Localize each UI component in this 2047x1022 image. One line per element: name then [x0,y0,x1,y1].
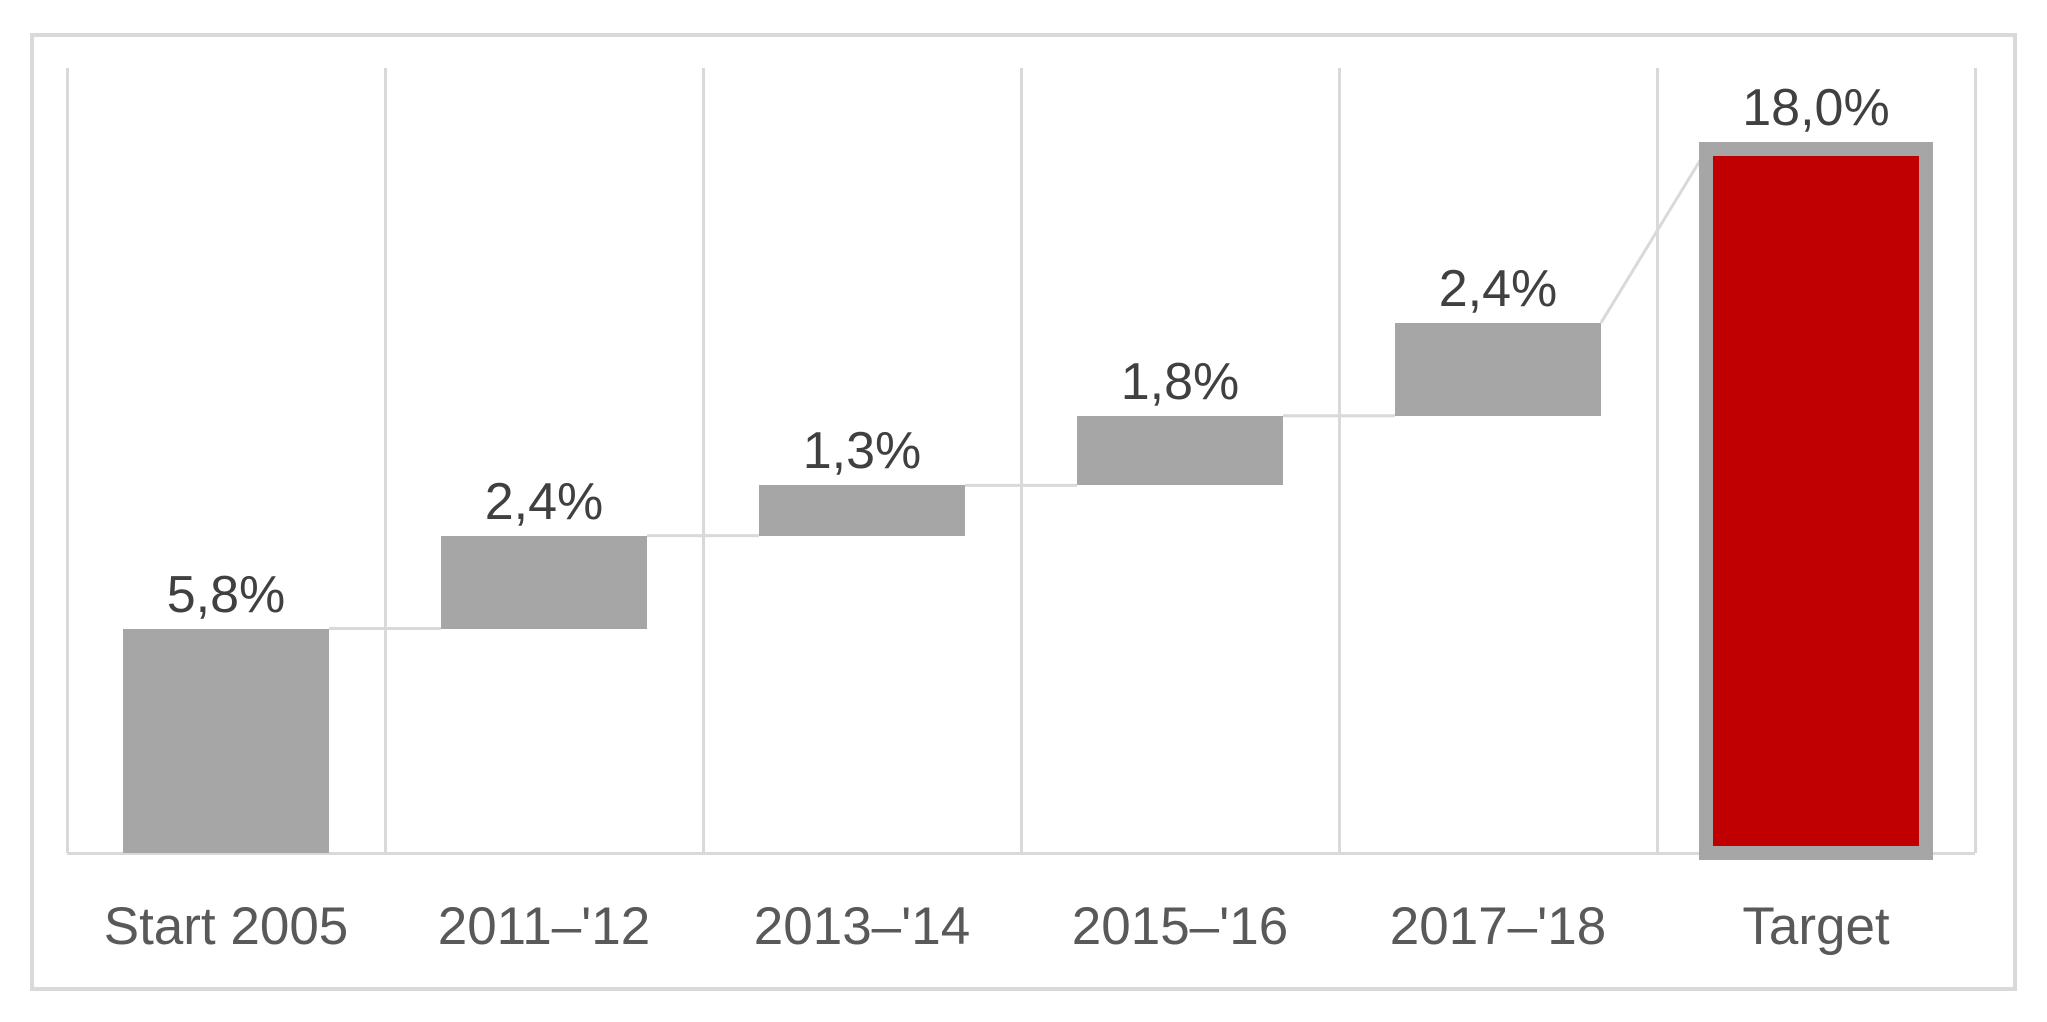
data-label-2011-12: 2,4% [484,472,604,531]
gridline-0 [66,68,69,853]
data-label-2017-18: 2,4% [1438,259,1558,318]
category-axis-line [67,852,1975,855]
gridline-1 [384,68,387,853]
bar-target [1699,142,1933,860]
bar-start-2005 [123,628,329,853]
gridline-3 [1020,68,1023,853]
data-label-start-2005: 5,8% [166,565,286,624]
gridline-5 [1656,68,1659,853]
category-label-2011-12: 2011–'12 [437,897,651,956]
category-label-2013-14: 2013–'14 [753,897,971,956]
data-label-2013-14: 1,3% [802,422,922,481]
bar-2011-12 [441,535,647,629]
category-label-target: Target [1742,897,1890,956]
category-label-start-2005: Start 2005 [103,897,349,956]
category-label-2015-16: 2015–'16 [1071,897,1289,956]
gridline-4 [1338,68,1341,853]
data-label-2015-16: 1,8% [1120,352,1240,411]
category-label-2017-18: 2017–'18 [1389,897,1607,956]
bar-2015-16 [1077,415,1283,486]
gridline-2 [702,68,705,853]
bar-2013-14 [759,485,965,536]
gridline-6 [1974,68,1977,853]
data-label-target: 18,0% [1742,79,1890,138]
bar-2017-18 [1395,322,1601,416]
